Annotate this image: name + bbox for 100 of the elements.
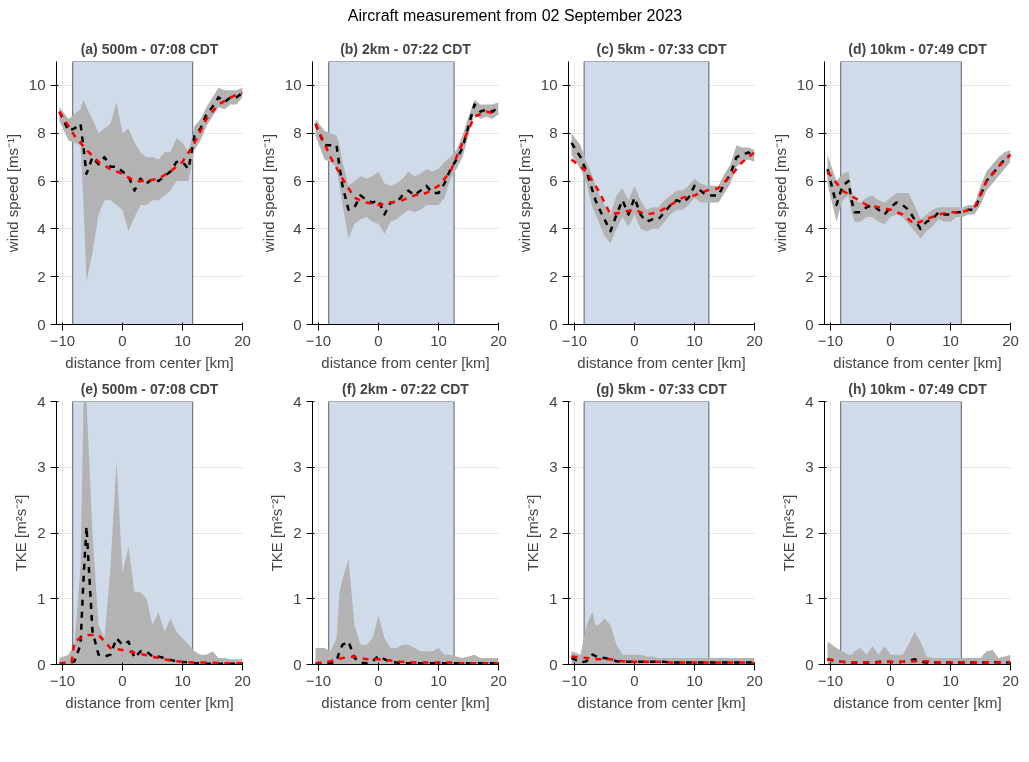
y-axis-title: wind speed [ms⁻¹]	[3, 133, 21, 254]
chart-title: (h) 10km - 07:49 CDT	[848, 380, 988, 397]
x-tick-label: −10	[305, 671, 332, 689]
y-tick-label: 6	[37, 171, 46, 189]
y-tick-label: 3	[549, 458, 558, 476]
chart-title: (d) 10km - 07:49 CDT	[848, 40, 988, 57]
y-tick-label: 4	[37, 392, 46, 410]
text: Aircraft measurement from 02 September 2023	[347, 6, 683, 26]
x-tick-label: 10	[430, 671, 447, 689]
x-tick-label: 0	[886, 671, 895, 689]
y-tick-label: 2	[549, 267, 558, 285]
x-tick-label: 10	[430, 331, 447, 349]
y-tick-label: 2	[293, 267, 302, 285]
y-tick-label: 0	[293, 315, 302, 333]
x-tick-label: 10	[686, 671, 703, 689]
y-tick-label: 8	[37, 124, 46, 142]
x-tick-label: 10	[174, 671, 191, 689]
y-tick-label: 2	[293, 523, 302, 541]
x-tick-label: −10	[305, 331, 332, 349]
x-tick-label: 20	[490, 331, 507, 349]
x-axis-title: distance from center [km]	[65, 693, 234, 711]
y-axis-title: TKE [m²s⁻²]	[524, 494, 542, 572]
x-tick-label: 0	[118, 671, 127, 689]
x-tick-label: 0	[374, 671, 383, 689]
y-tick-label: 4	[549, 392, 558, 410]
x-tick-label: 10	[942, 331, 959, 349]
y-tick-label: 0	[293, 655, 302, 673]
x-tick-label: −10	[49, 331, 76, 349]
y-tick-label: 10	[540, 76, 558, 94]
y-tick-label: 10	[796, 76, 814, 94]
y-tick-label: 6	[805, 171, 814, 189]
y-axis-title: wind speed [ms⁻¹]	[259, 133, 277, 254]
y-tick-label: 6	[293, 171, 302, 189]
chart-title: (f) 2km - 07:22 CDT	[342, 380, 470, 397]
y-tick-label: 8	[293, 124, 302, 142]
y-tick-label: 2	[805, 267, 814, 285]
x-axis-title: distance from center [km]	[321, 693, 490, 711]
y-tick-label: 1	[805, 589, 814, 607]
y-tick-label: 4	[805, 392, 814, 410]
chart-title: (e) 500m - 07:08 CDT	[80, 380, 219, 397]
y-axis-title: TKE [m²s⁻²]	[780, 494, 798, 572]
y-tick-label: 1	[549, 589, 558, 607]
x-tick-label: −10	[817, 671, 844, 689]
y-tick-label: 1	[293, 589, 302, 607]
y-axis-title: wind speed [ms⁻¹]	[771, 133, 789, 254]
x-tick-label: 0	[886, 331, 895, 349]
y-tick-label: 3	[37, 458, 46, 476]
x-axis-title: distance from center [km]	[577, 353, 746, 371]
x-tick-label: 10	[174, 331, 191, 349]
y-tick-label: 2	[549, 523, 558, 541]
x-tick-label: 10	[942, 671, 959, 689]
y-tick-label: 0	[37, 315, 46, 333]
y-tick-label: 10	[28, 76, 46, 94]
y-axis-title: TKE [m²s⁻²]	[268, 494, 286, 572]
y-tick-label: 6	[549, 171, 558, 189]
y-tick-label: 0	[805, 315, 814, 333]
chart-title: (c) 5km - 07:33 CDT	[596, 40, 727, 57]
x-tick-label: 20	[1002, 331, 1019, 349]
y-tick-label: 4	[293, 219, 302, 237]
y-tick-label: 4	[805, 219, 814, 237]
x-tick-label: 0	[118, 331, 127, 349]
y-tick-label: 2	[37, 267, 46, 285]
y-tick-label: 3	[805, 458, 814, 476]
x-tick-label: −10	[561, 331, 588, 349]
y-axis-title: TKE [m²s⁻²]	[12, 494, 30, 572]
x-tick-label: 20	[746, 331, 763, 349]
y-tick-label: 3	[293, 458, 302, 476]
y-tick-label: 2	[805, 523, 814, 541]
x-axis-title: distance from center [km]	[577, 693, 746, 711]
y-tick-label: 0	[549, 315, 558, 333]
x-tick-label: 20	[490, 671, 507, 689]
chart-title: (a) 500m - 07:08 CDT	[80, 40, 219, 57]
x-axis-title: distance from center [km]	[321, 353, 490, 371]
y-tick-label: 8	[805, 124, 814, 142]
y-tick-label: 0	[549, 655, 558, 673]
x-axis-title: distance from center [km]	[65, 353, 234, 371]
x-tick-label: −10	[817, 331, 844, 349]
x-tick-label: 0	[630, 671, 639, 689]
y-tick-label: 0	[805, 655, 814, 673]
x-tick-label: 20	[234, 671, 251, 689]
y-tick-label: 10	[284, 76, 302, 94]
chart-title: (g) 5km - 07:33 CDT	[596, 380, 728, 397]
x-tick-label: 20	[1002, 671, 1019, 689]
x-tick-label: 0	[374, 331, 383, 349]
y-tick-label: 4	[549, 219, 558, 237]
x-tick-label: 10	[686, 331, 703, 349]
y-tick-label: 0	[37, 655, 46, 673]
y-tick-label: 8	[549, 124, 558, 142]
x-tick-label: −10	[561, 671, 588, 689]
y-tick-label: 4	[293, 392, 302, 410]
y-tick-label: 2	[37, 523, 46, 541]
chart-title: (b) 2km - 07:22 CDT	[340, 40, 472, 57]
y-axis-title: wind speed [ms⁻¹]	[515, 133, 533, 254]
x-tick-label: 20	[746, 671, 763, 689]
x-tick-label: 0	[630, 331, 639, 349]
x-axis-title: distance from center [km]	[833, 353, 1002, 371]
x-tick-label: 20	[234, 331, 251, 349]
x-tick-label: −10	[49, 671, 76, 689]
y-tick-label: 4	[37, 219, 46, 237]
x-axis-title: distance from center [km]	[833, 693, 1002, 711]
